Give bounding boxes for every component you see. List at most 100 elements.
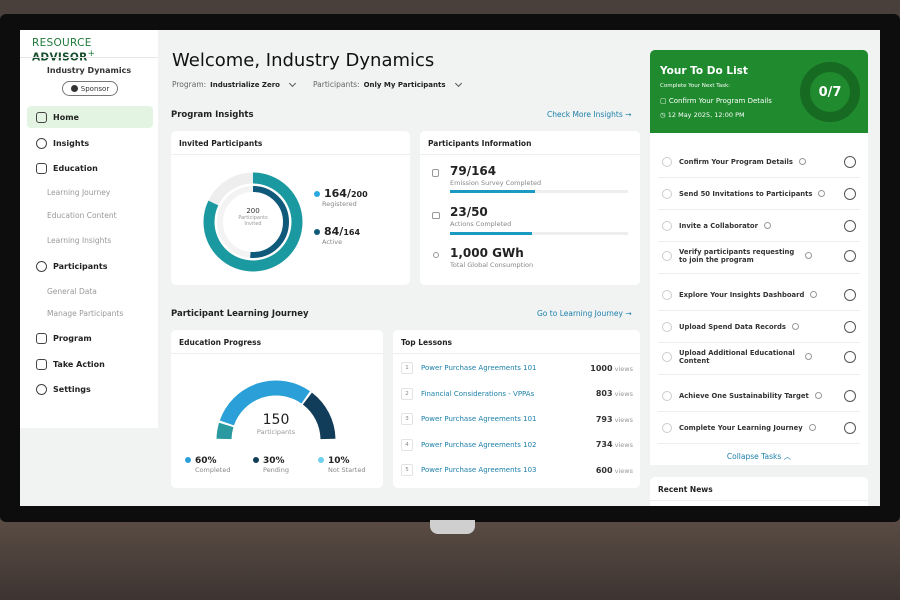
- participants-label: Participants:: [312, 80, 360, 89]
- participants-select[interactable]: Only My Participants: [363, 80, 446, 89]
- sidebar-item-settings[interactable]: Settings: [27, 378, 153, 400]
- lesson-link[interactable]: Power Purchase Agreements 101: [421, 415, 537, 423]
- legend-value: 60%: [195, 456, 217, 466]
- sidebar-item-education[interactable]: Education: [27, 157, 153, 179]
- task-label: Invite a Collaborator: [679, 221, 758, 230]
- info-value: 79/164: [450, 164, 497, 178]
- todo-item[interactable]: Achieve One Sustainability Target: [658, 380, 860, 412]
- go-to-learning-journey-link[interactable]: Go to Learning Journey →: [537, 309, 632, 318]
- progress-bar: [450, 190, 628, 193]
- chevron-right-icon[interactable]: [844, 249, 856, 262]
- check-more-insights-link[interactable]: Check More Insights →: [547, 110, 631, 119]
- views-label: views: [614, 415, 633, 424]
- todo-item[interactable]: Send 50 Invitations to Participants: [658, 178, 860, 210]
- task-icon: ▢: [660, 97, 669, 105]
- todo-list: Confirm Your Program Details Send 50 Invi…: [650, 133, 868, 465]
- views-count: 793: [595, 414, 613, 424]
- todo-item[interactable]: Invite a Collaborator: [658, 210, 860, 242]
- gauge-center: 150 Participants: [237, 412, 315, 436]
- lesson-row[interactable]: 2 Financial Considerations - VPPAs 803 vie…: [401, 387, 633, 400]
- help-icon[interactable]: [818, 190, 826, 197]
- sidebar-item-learning-journey[interactable]: Learning Journey: [47, 188, 111, 197]
- views-count: 803: [595, 389, 613, 398]
- todo-item[interactable]: Upload Additional Educational Content: [658, 339, 860, 375]
- chevron-down-icon[interactable]: [454, 79, 462, 87]
- sidebar-item-manage-participants[interactable]: Manage Participants: [47, 309, 124, 318]
- chevron-down-icon[interactable]: [288, 79, 297, 87]
- checkbox[interactable]: [662, 289, 672, 300]
- help-icon[interactable]: [810, 291, 818, 298]
- clock-icon: ◷: [660, 111, 668, 119]
- todo-item[interactable]: Upload Spend Data Records: [658, 311, 860, 343]
- help-icon[interactable]: [805, 353, 812, 360]
- next-task[interactable]: ▢ Confirm Your Program Details: [660, 97, 772, 105]
- checkbox[interactable]: [662, 422, 672, 433]
- help-icon[interactable]: [808, 424, 816, 431]
- sidebar-item-insights[interactable]: Insights: [27, 132, 153, 154]
- collapse-label: Collapse Tasks: [726, 452, 782, 461]
- donut-center: 200 Participants Invited: [223, 207, 283, 227]
- legend-dot: [318, 457, 324, 463]
- views-count: 600: [595, 465, 613, 475]
- help-icon[interactable]: [814, 392, 822, 399]
- views-count: 1000: [590, 363, 613, 373]
- help-icon[interactable]: [763, 222, 771, 229]
- filters: Program: Industrialize Zero Participants…: [172, 79, 475, 89]
- todo-item[interactable]: Confirm Your Program Details: [658, 146, 860, 178]
- sidebar-item-take-action[interactable]: Take Action: [27, 353, 153, 375]
- chevron-right-icon[interactable]: [844, 187, 856, 200]
- lesson-row[interactable]: 1 Power Purchase Agreements 101 1000 views: [401, 362, 633, 374]
- sidebar-item-learning-insights[interactable]: Learning Insights: [47, 236, 112, 245]
- checkbox[interactable]: [662, 321, 672, 332]
- sidebar-item-general-data[interactable]: General Data: [47, 287, 97, 296]
- pending-legend: 30% Pending: [253, 456, 289, 474]
- next-task-name: Confirm Your Program Details: [668, 97, 772, 105]
- logo[interactable]: RESOURCE ADVISOR+: [32, 37, 158, 64]
- lesson-row[interactable]: 5 Power Purchase Agreements 103 600 views: [401, 464, 633, 476]
- logo-text: RESOURCE: [32, 37, 92, 49]
- checkbox[interactable]: [662, 156, 672, 167]
- chevron-right-icon[interactable]: [844, 350, 856, 363]
- sponsor-icon: [70, 85, 78, 92]
- help-icon[interactable]: [791, 323, 799, 330]
- bulb-icon: [433, 252, 439, 258]
- sidebar-item-education-content[interactable]: Education Content: [47, 211, 117, 220]
- checkbox[interactable]: [662, 220, 672, 231]
- chevron-right-icon[interactable]: [844, 288, 856, 301]
- help-icon[interactable]: [798, 158, 806, 165]
- chevron-right-icon[interactable]: [844, 389, 856, 402]
- sidebar-item-home[interactable]: Home: [27, 106, 153, 128]
- list-icon: [36, 332, 47, 344]
- chevron-right-icon[interactable]: [844, 421, 856, 434]
- org-name: Industry Dynamics: [46, 66, 132, 75]
- sidebar-item-participants[interactable]: Participants: [27, 255, 153, 277]
- todo-item[interactable]: Complete Your Learning Journey: [658, 412, 860, 444]
- chevron-right-icon[interactable]: [844, 219, 856, 232]
- todo-item[interactable]: Verify participants requesting to join t…: [658, 238, 860, 274]
- lesson-link[interactable]: Financial Considerations - VPPAs: [421, 389, 535, 398]
- invited-donut: [203, 172, 303, 272]
- lesson-row[interactable]: 4 Power Purchase Agreements 102 734 views: [401, 438, 633, 451]
- progress-bar: [450, 232, 628, 235]
- chevron-right-icon[interactable]: [844, 155, 856, 168]
- legend-label: Completed: [195, 466, 231, 474]
- divider: [20, 57, 158, 58]
- chevron-right-icon[interactable]: [844, 320, 856, 333]
- checkbox[interactable]: [662, 390, 672, 401]
- program-select[interactable]: Industrialize Zero: [210, 80, 280, 89]
- lesson-link[interactable]: Power Purchase Agreements 101: [421, 364, 537, 372]
- sidebar-item-program[interactable]: Program: [27, 327, 153, 349]
- todo-item[interactable]: Explore Your Insights Dashboard: [658, 279, 860, 311]
- legend-value: 30%: [263, 456, 285, 466]
- help-icon[interactable]: [805, 252, 812, 259]
- lesson-link[interactable]: Power Purchase Agreements 102: [421, 440, 537, 449]
- checkbox[interactable]: [662, 188, 672, 199]
- lesson-row[interactable]: 3 Power Purchase Agreements 101 793 views: [401, 413, 633, 425]
- gauge-segment-pending: [302, 392, 336, 440]
- lesson-link[interactable]: Power Purchase Agreements 103: [421, 466, 537, 474]
- lesson-views: 734 views: [596, 440, 633, 449]
- checkbox[interactable]: [662, 351, 672, 362]
- info-value: 23/50: [450, 205, 488, 219]
- checkbox[interactable]: [662, 250, 672, 261]
- collapse-tasks-button[interactable]: Collapse Tasks ︿: [650, 451, 868, 462]
